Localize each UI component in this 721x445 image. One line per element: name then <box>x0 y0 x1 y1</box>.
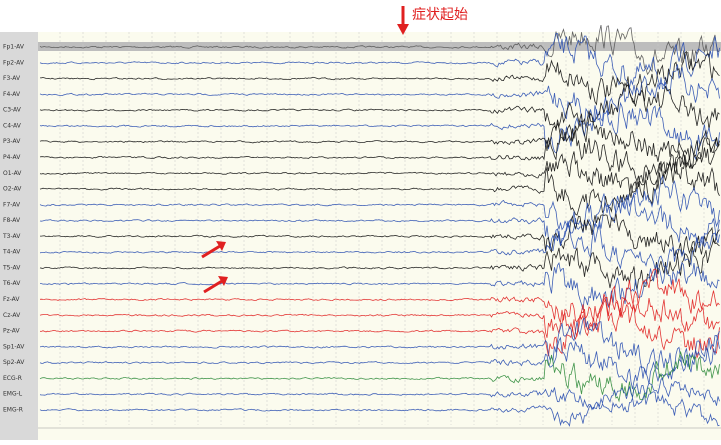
channel-label: ECG-R <box>3 375 22 382</box>
eeg-trace <box>39 32 720 89</box>
channel-label: Sp1-AV <box>3 343 25 350</box>
channel-label: F4-AV <box>3 91 21 98</box>
eeg-trace <box>39 144 720 198</box>
eeg-trace <box>39 161 720 216</box>
onset-annotation: 症状起始 <box>412 7 468 23</box>
eeg-trace <box>39 112 720 163</box>
channel-label: P4-AV <box>3 154 21 161</box>
onset-arrow-head <box>397 24 409 35</box>
channel-label: F8-AV <box>3 217 21 224</box>
marker-arrow-head <box>216 241 226 251</box>
marker-arrow <box>203 279 223 294</box>
channel-label: Sp2-AV <box>3 359 25 366</box>
eeg-trace <box>39 50 720 106</box>
header-bar <box>38 42 721 51</box>
eeg-trace <box>39 237 720 291</box>
channel-label: Pz-AV <box>3 328 21 335</box>
channel-label: P3-AV <box>3 138 21 145</box>
marker-arrow <box>201 244 221 259</box>
eeg-trace <box>39 317 720 375</box>
channel-label: Fz-AV <box>3 296 20 303</box>
channel-label: T5-AV <box>2 264 21 271</box>
channel-label: EMG-L <box>3 391 23 398</box>
channel-label: O2-AV <box>3 186 22 193</box>
channel-label: C4-AV <box>3 122 22 129</box>
channel-label: F7-AV <box>3 201 21 208</box>
marker-arrow-head <box>218 276 228 286</box>
eeg-trace <box>40 213 720 257</box>
channel-label: Fp2-AV <box>3 59 25 66</box>
channel-label: EMG-R <box>3 407 23 414</box>
channel-label: O1-AV <box>3 170 22 177</box>
channel-label: Fp1-AV <box>3 44 25 51</box>
eeg-trace <box>39 25 720 76</box>
eeg-trace <box>39 194 720 252</box>
channel-label: C3-AV <box>3 107 22 114</box>
channel-label: T3-AV <box>2 233 21 240</box>
eeg-trace <box>39 285 720 338</box>
eeg-trace <box>39 299 720 359</box>
eeg-trace <box>39 82 720 131</box>
eeg-trace <box>39 331 720 390</box>
channel-label: T4-AV <box>2 249 21 256</box>
eeg-trace <box>39 391 720 427</box>
eeg-trace <box>39 350 720 403</box>
eeg-trace <box>39 174 720 231</box>
labels: Fp1-AV Fp2-AV F3-AV F4-AV C3-AV C4-AV P3-AV P4-… <box>2 44 25 414</box>
channel-label: T6-AV <box>2 280 21 287</box>
channel-label: F3-AV <box>3 75 21 82</box>
traces <box>39 25 720 427</box>
channel-label: Cz-AV <box>3 312 21 319</box>
eeg-trace <box>39 123 720 188</box>
eeg-trace <box>39 377 720 410</box>
label-column <box>0 32 38 440</box>
eeg-trace <box>39 101 720 161</box>
eeg-trace <box>39 222 720 278</box>
